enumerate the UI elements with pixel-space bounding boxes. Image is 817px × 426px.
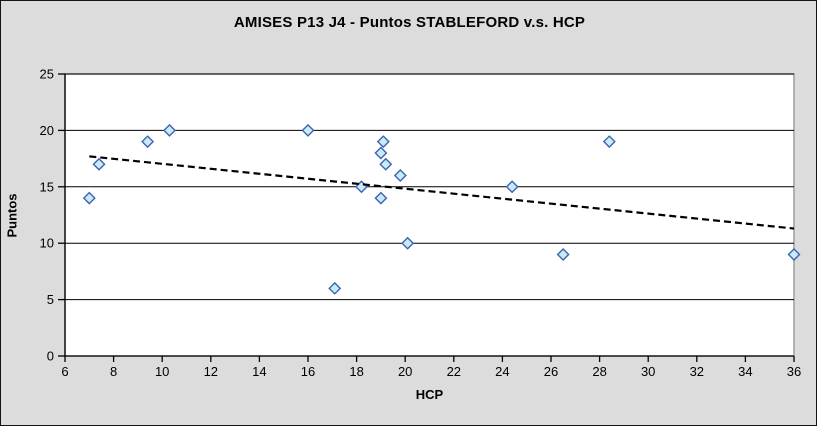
x-tick-label: 6 xyxy=(61,364,68,379)
y-tick-label: 5 xyxy=(47,292,54,307)
x-tick-label: 26 xyxy=(544,364,558,379)
x-tick-label: 36 xyxy=(787,364,801,379)
x-tick-label: 30 xyxy=(641,364,655,379)
data-point xyxy=(401,236,415,250)
data-point xyxy=(141,135,155,149)
chart-title: AMISES P13 J4 - Puntos STABLEFORD v.s. H… xyxy=(233,14,586,31)
x-tick-label: 20 xyxy=(398,364,412,379)
y-tick-label: 10 xyxy=(40,236,54,251)
data-point xyxy=(556,247,570,261)
data-point xyxy=(374,146,388,160)
x-tick-label: 22 xyxy=(447,364,461,379)
x-tick-label: 24 xyxy=(495,364,509,379)
y-tick-label: 0 xyxy=(47,349,54,364)
data-point xyxy=(301,123,315,137)
y-tick-label: 15 xyxy=(40,179,54,194)
data-point xyxy=(393,169,407,183)
data-point xyxy=(328,281,342,295)
plot-area xyxy=(64,73,795,357)
data-point xyxy=(602,135,616,149)
data-point xyxy=(787,247,801,261)
y-tick-label: 20 xyxy=(40,123,54,138)
x-tick-label: 18 xyxy=(349,364,363,379)
data-point xyxy=(505,180,519,194)
y-tick-label: 25 xyxy=(40,67,54,82)
trendline xyxy=(89,155,795,230)
data-point xyxy=(374,191,388,205)
x-tick-label: 10 xyxy=(155,364,169,379)
x-tick-label: 14 xyxy=(252,364,266,379)
data-point xyxy=(163,123,176,137)
data-point xyxy=(82,191,96,205)
x-tick-label: 16 xyxy=(301,364,315,379)
data-point xyxy=(376,135,390,149)
data-point xyxy=(92,157,106,171)
x-tick-label: 12 xyxy=(204,364,218,379)
x-axis-title: HCP xyxy=(415,387,444,402)
x-tick-label: 32 xyxy=(690,364,704,379)
x-tick-label: 34 xyxy=(738,364,752,379)
data-point xyxy=(379,157,393,171)
x-tick-label: 8 xyxy=(110,364,117,379)
x-tick-label: 28 xyxy=(592,364,606,379)
